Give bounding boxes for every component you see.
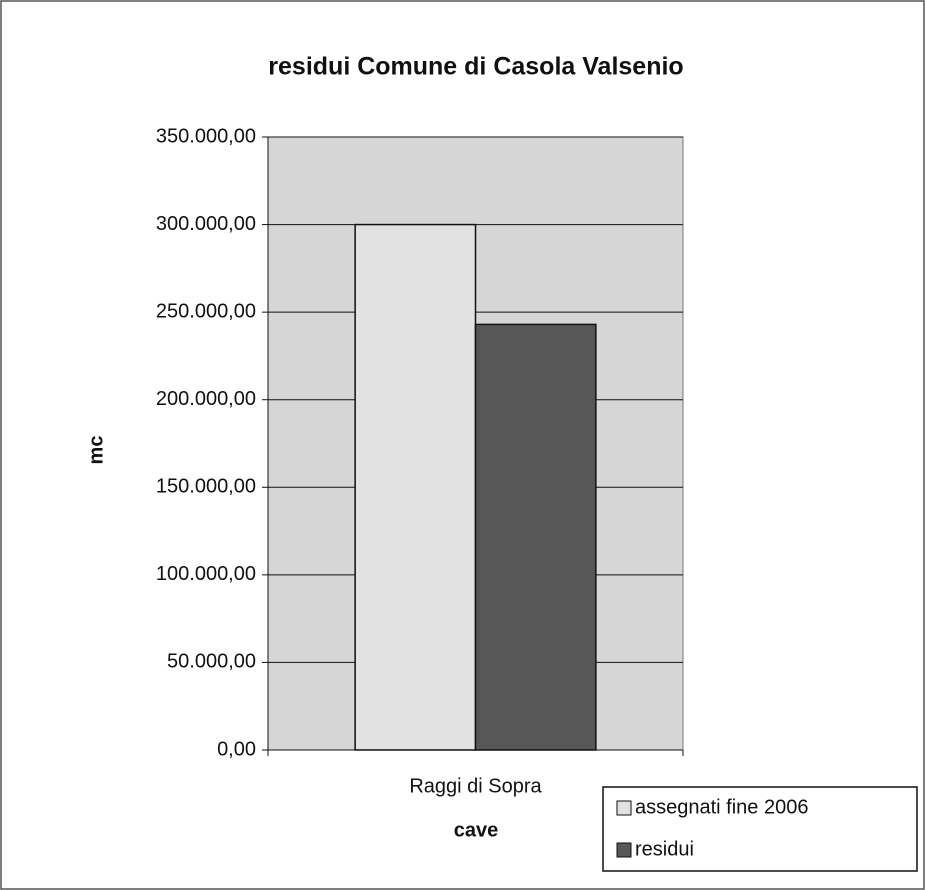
y-axis-title: mc — [85, 436, 107, 465]
legend-swatch — [616, 842, 632, 858]
legend-swatch — [616, 800, 632, 816]
y-tick-label: 50.000,00 — [167, 651, 256, 673]
x-axis-title: cave — [454, 819, 499, 841]
bar — [354, 223, 477, 751]
legend — [602, 786, 918, 872]
chart-title: residui Comune di Casola Valsenio — [268, 53, 683, 81]
legend-label: assegnati fine 2006 — [635, 796, 808, 818]
y-tick-label: 350.000,00 — [156, 125, 256, 147]
x-tick-label: Raggi di Sopra — [409, 775, 542, 797]
y-tick-label: 250.000,00 — [156, 300, 256, 322]
y-tick-label: 200.000,00 — [156, 388, 256, 410]
y-tick-label: 100.000,00 — [156, 563, 256, 585]
y-tick-label: 150.000,00 — [156, 476, 256, 498]
y-tick-label: 300.000,00 — [156, 213, 256, 235]
bar — [474, 323, 597, 751]
y-tick-label: 0,00 — [217, 738, 256, 760]
legend-label: residui — [635, 838, 694, 860]
